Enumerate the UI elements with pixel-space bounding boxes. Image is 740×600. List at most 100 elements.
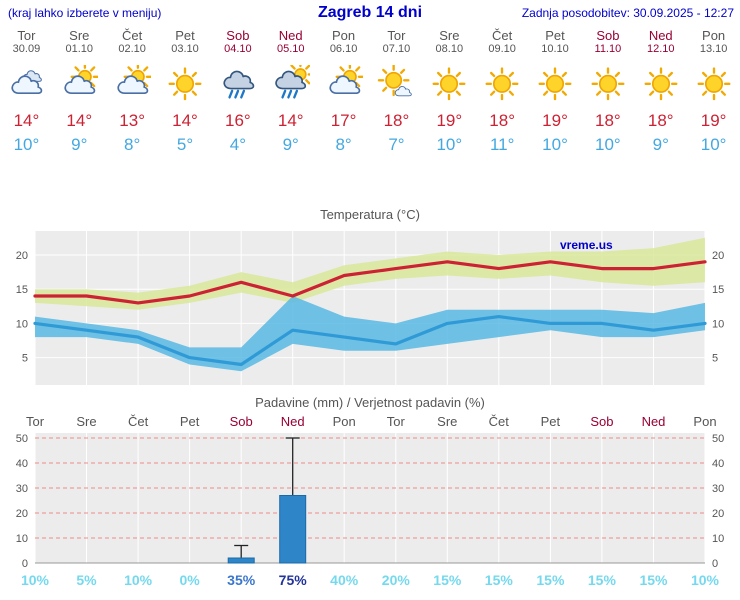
precip-plot-area [35,433,705,563]
day-name: Pet [545,28,565,43]
forecast-day-column: Tor 07.10 18° 7° [370,28,423,155]
precip-probability: 75% [279,572,308,588]
temp-ytick-left: 5 [22,353,28,365]
precipitation-chart: Tor Sre Čet Pet Sob Ned Pon Tor Sre Čet Pet Sob Ned P… [16,414,725,588]
precip-probability: 15% [536,572,565,588]
day-name: Pon [702,28,726,43]
temp-min-value: 10° [700,135,727,154]
precip-day-label: Tor [26,414,45,429]
day-date: 12.10 [646,43,675,55]
precip-ytick-left: 10 [16,533,28,545]
header: (kraj lahko izberete v meniju) Zagreb 14… [0,0,740,26]
forecast-row: Tor 30.09 14° 10° Sre 01.10 14° 9° Čet 02.10 13° 8°… [0,28,740,155]
precip-day-label: Sre [76,414,96,429]
temp-max-value: 18° [383,111,410,130]
precip-ytick-left: 20 [16,508,28,520]
temp-min-value: 10° [436,135,463,154]
forecast-day-column: Sob 04.10 16° 4° [211,28,264,155]
temp-min-value: 11° [489,135,515,154]
precip-probability: 40% [330,572,359,588]
forecast-day-column: Tor 30.09 14° 10° [0,28,53,155]
mostly-sunny-icon [370,64,423,106]
day-name: Ned [648,28,673,43]
precipitation-chart-title: Padavine (mm) / Verjetnost padavin (%) [255,395,485,410]
forecast-day-column: Sob 11.10 18° 10° [581,28,634,155]
temp-min-value: 8° [124,135,141,154]
precip-ytick-left: 30 [16,483,28,495]
sunny-icon [687,64,740,106]
day-date: 05.10 [276,43,305,55]
location-menu-hint: (kraj lahko izberete v meniju) [8,6,162,20]
temp-ytick-left: 15 [16,284,28,296]
day-name: Sob [226,28,250,43]
precip-day-label: Pon [333,414,356,429]
forecast-day-column: Čet 02.10 13° 8° [106,28,159,155]
partly-cloudy-icon [53,64,106,106]
temp-min-band [35,296,705,372]
temp-max-value: 18° [647,111,674,130]
day-name: Sre [69,28,90,43]
temp-min-value: 5° [176,135,194,154]
day-date: 11.10 [594,43,622,55]
temp-max-value: 14° [172,111,198,130]
precip-day-label: Sob [230,414,253,429]
precip-bar [279,495,307,564]
temp-ytick-right: 15 [712,284,724,296]
temp-max-value: 14° [277,111,304,130]
page-title: Zagreb 14 dni [317,4,423,21]
precip-probability: 35% [227,572,256,588]
precip-probability: 10% [691,572,720,588]
precip-probability: 15% [433,572,462,588]
temp-min-value: 9° [652,135,669,154]
precip-day-label: Pet [180,414,200,429]
temp-max-line [33,260,707,305]
temp-min-value: 10° [542,135,568,154]
precip-ytick-right: 40 [712,458,724,470]
forecast-day-column: Sre 08.10 19° 10° [423,28,476,155]
precip-ytick-left: 0 [22,558,28,570]
precip-day-label: Ned [642,414,666,429]
forecast-day-column: Pet 03.10 14° 5° [159,28,212,155]
temp-max-value: 19° [700,111,727,130]
last-update: Zadnja posodobitev: 30.09.2025 - 12:27 [521,6,734,20]
precip-probability: 10% [124,572,153,588]
day-name: Ned [278,28,303,43]
temp-min-value: 7° [388,135,405,154]
forecast-day-column: Ned 05.10 14° 9° [264,28,317,155]
day-name: Čet [122,28,143,43]
temp-max-value: 19° [542,111,568,130]
partly-cloudy-icon [317,64,370,106]
temp-ytick-left: 20 [16,250,28,262]
precip-day-label: Tor [387,414,406,429]
forecast-day-column: Pon 06.10 17° 8° [317,28,370,155]
precip-day-label: Čet [489,414,510,429]
day-date: 03.10 [171,43,199,55]
sunny-icon [634,64,687,106]
temp-ytick-right: 5 [712,353,718,365]
precip-ytick-right: 50 [712,433,724,445]
day-name: Pon [332,28,356,43]
temp-min-value: 9° [71,135,88,154]
precip-ytick-left: 40 [16,458,28,470]
precip-bar [227,557,255,564]
day-date: 02.10 [118,43,146,55]
temp-max-value: 19° [436,111,463,130]
sunny-icon [581,64,634,106]
precip-ytick-right: 10 [712,533,724,545]
sunny-icon [476,64,529,106]
precip-probability: 15% [639,572,668,588]
day-name: Sre [439,28,460,43]
sunny-icon [529,64,582,106]
temp-ytick-right: 20 [712,250,724,262]
day-date: 06.10 [329,43,358,55]
temp-max-value: 18° [595,111,621,130]
day-name: Tor [387,28,406,43]
partly-cloudy-icon [106,64,159,106]
watermark-link[interactable]: vreme.us [560,238,613,252]
cloudy-icon [0,64,53,106]
temp-max-value: 16° [225,111,251,130]
temperature-chart: 5 5 10 10 15 15 20 20 vreme.us [16,231,724,385]
forecast-day-column: Pet 10.10 19° 10° [529,28,582,155]
temp-min-line [33,314,707,367]
